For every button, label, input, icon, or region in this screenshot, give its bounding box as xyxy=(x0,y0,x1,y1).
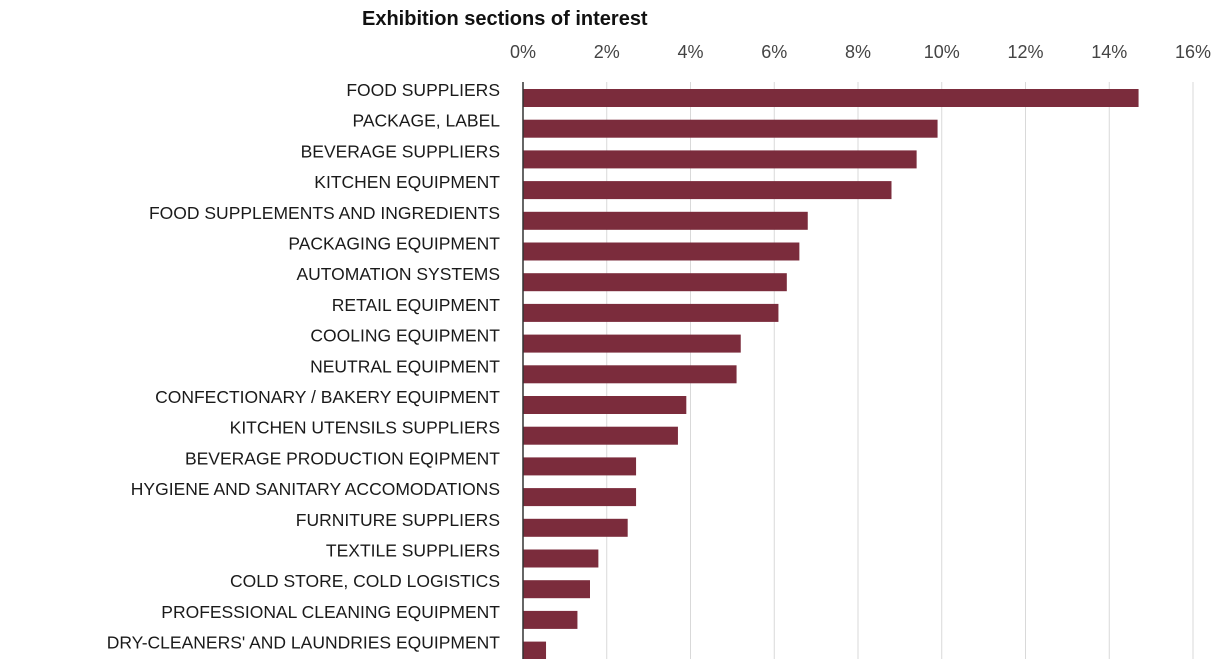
category-label: TEXTILE SUPPLIERS xyxy=(326,541,500,561)
x-tick-label: 16% xyxy=(1175,42,1211,62)
x-tick-label: 4% xyxy=(677,42,703,62)
category-label: FOOD SUPPLIERS xyxy=(346,80,500,100)
bars xyxy=(523,89,1139,659)
bar xyxy=(523,334,741,353)
category-label: FOOD SUPPLEMENTS AND INGREDIENTS xyxy=(149,203,500,223)
category-label: NEUTRAL EQUIPMENT xyxy=(310,356,500,376)
x-tick-label: 2% xyxy=(594,42,620,62)
bar xyxy=(523,89,1139,107)
bar xyxy=(523,150,917,169)
bar xyxy=(523,488,637,507)
category-label: KITCHEN UTENSILS SUPPLIERS xyxy=(230,418,500,438)
x-tick-label: 0% xyxy=(510,42,536,62)
bar xyxy=(523,303,779,322)
bar xyxy=(523,211,808,230)
category-label: PACKAGING EQUIPMENT xyxy=(288,234,500,254)
x-tick-label: 10% xyxy=(924,42,960,62)
bar xyxy=(523,119,938,138)
category-label: HYGIENE AND SANITARY ACCOMODATIONS xyxy=(131,479,500,499)
bar xyxy=(523,396,687,414)
category-label: AUTOMATION SYSTEMS xyxy=(296,264,500,284)
category-label: DRY-CLEANERS' AND LAUNDRIES EQUIPMENT xyxy=(107,633,501,653)
category-label: CONFECTIONARY / BAKERY EQUIPMENT xyxy=(155,387,500,407)
category-label: PROFESSIONAL CLEANING EQUIPMENT xyxy=(161,602,500,622)
bar xyxy=(523,610,578,629)
x-tick-label: 8% xyxy=(845,42,871,62)
category-label: PACKAGE, LABEL xyxy=(352,111,500,131)
category-label: RETAIL EQUIPMENT xyxy=(332,295,501,315)
category-label: COLD STORE, COLD LOGISTICS xyxy=(230,571,500,591)
x-tick-label: 12% xyxy=(1007,42,1043,62)
category-labels: FOOD SUPPLIERS PACKAGE, LABEL BEVERAGE SUP… xyxy=(107,80,501,653)
bar xyxy=(523,457,637,476)
bar xyxy=(523,365,737,384)
category-label: BEVERAGE PRODUCTION EQIPMENT xyxy=(185,448,500,468)
bar xyxy=(523,242,800,261)
bar xyxy=(523,641,547,659)
x-tick-label: 6% xyxy=(761,42,787,62)
bar xyxy=(523,580,590,599)
category-label: FURNITURE SUPPLIERS xyxy=(296,510,500,530)
category-label: KITCHEN EQUIPMENT xyxy=(314,172,500,192)
x-tick-labels: 0% 2% 4% 6% 8% 10% 12% 14% 16% xyxy=(510,42,1211,62)
chart-title: Exhibition sections of interest xyxy=(362,8,648,30)
bar xyxy=(523,181,892,200)
category-label: BEVERAGE SUPPLIERS xyxy=(301,141,500,161)
bar xyxy=(523,426,678,445)
bar xyxy=(523,518,628,537)
bar xyxy=(523,273,787,292)
bar xyxy=(523,549,599,568)
x-tick-label: 14% xyxy=(1091,42,1127,62)
category-label: COOLING EQUIPMENT xyxy=(310,326,500,346)
